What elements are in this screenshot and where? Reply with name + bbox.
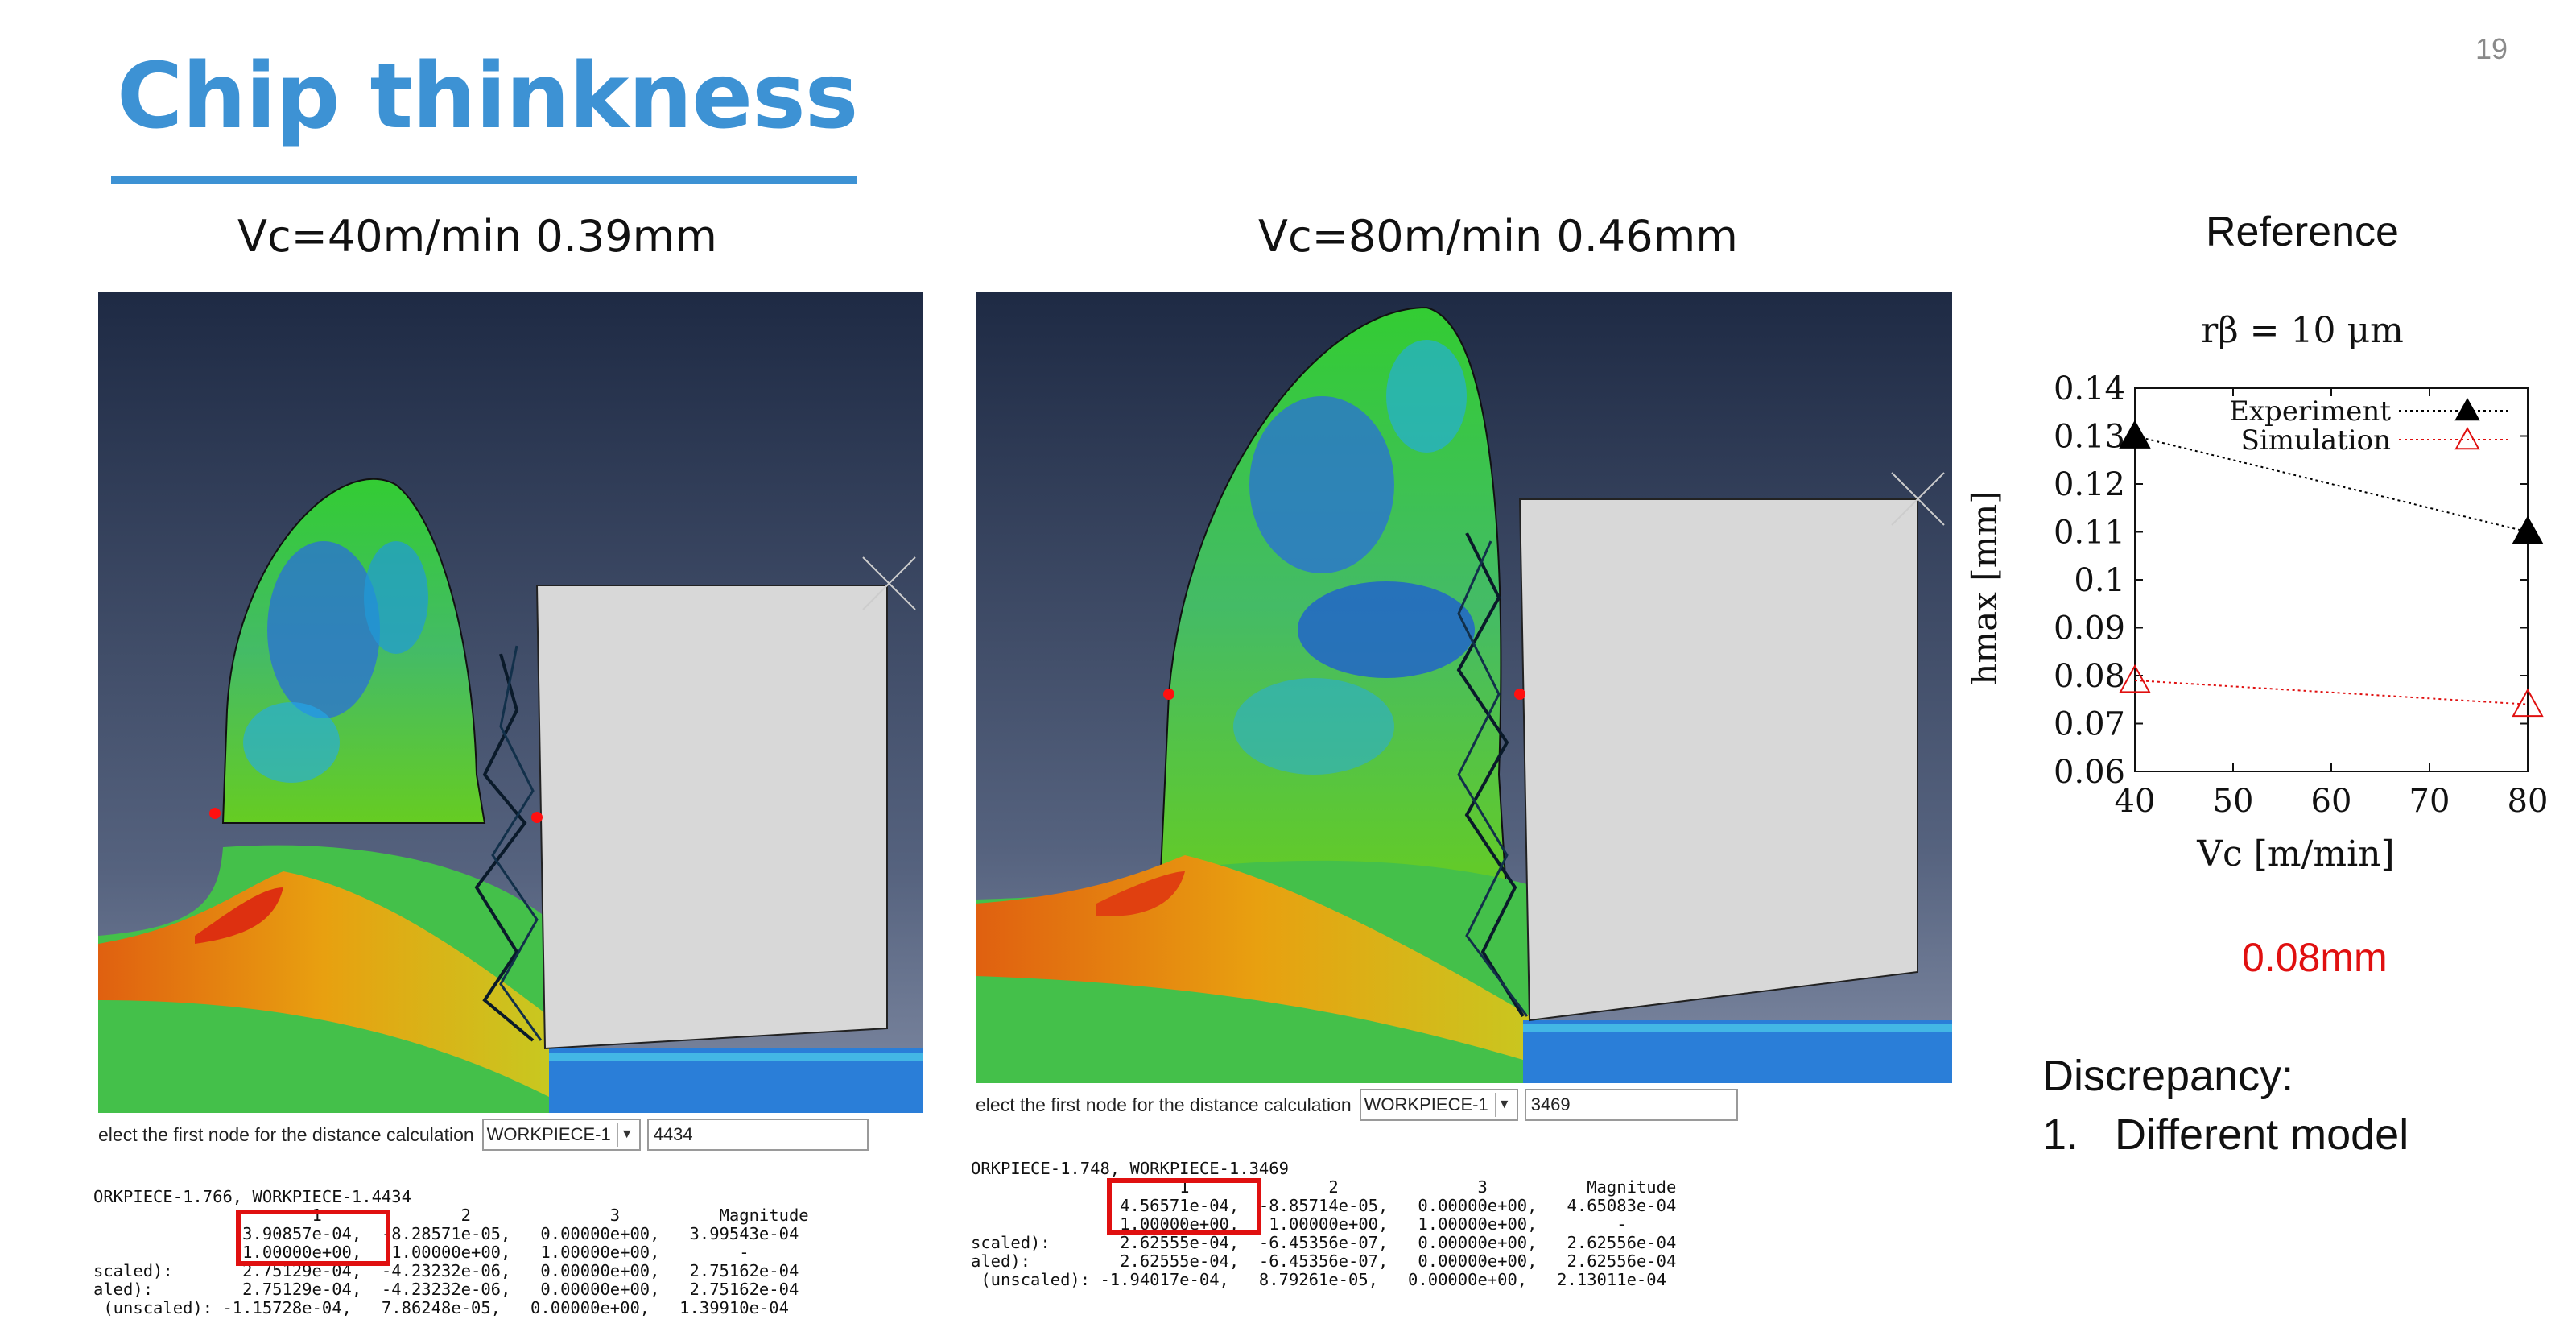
node-input[interactable]: 3469 [1524, 1089, 1738, 1121]
distance-prompt-label: elect the first node for the distance ca… [976, 1094, 1352, 1115]
legend-label-simulation: Simulation [2241, 424, 2391, 457]
data-point-experiment [2119, 420, 2151, 449]
console-line: ORKPIECE-1.748, WORKPIECE-1.3469 [971, 1159, 1289, 1178]
series-line-simulation [2134, 679, 2529, 705]
reference-value: 0.08mm [2242, 935, 2388, 980]
y-tick-label: 0.14 [2054, 370, 2125, 407]
x-tick-label: 80 [2508, 783, 2549, 820]
title-underline [111, 176, 857, 184]
panel-1-console: ORKPIECE-1.766, WORKPIECE-1.4434 1 2 3 M… [93, 1188, 809, 1317]
data-point-simulation [2119, 664, 2151, 693]
console-line: (unscaled): -1.94017e-04, 8.79261e-05, 0… [971, 1270, 1666, 1289]
distance-prompt-label: elect the first node for the distance ca… [98, 1123, 474, 1145]
part-select-value: WORKPIECE-1 [1364, 1094, 1488, 1115]
x-axis-label: Vc [m/min] [2196, 833, 2394, 875]
simulation-image-80 [976, 292, 1952, 1083]
console-line: ORKPIECE-1.766, WORKPIECE-1.4434 [93, 1187, 411, 1206]
console-line: aled): 2.75129e-04, -4.23232e-06, 0.0000… [93, 1280, 799, 1299]
data-point-experiment [2512, 515, 2544, 544]
x-tick-label: 40 [2115, 783, 2156, 820]
simulation-image-40 [98, 292, 923, 1113]
reference-label: Reference [2206, 209, 2399, 255]
data-point-simulation [2512, 688, 2544, 718]
x-tick-label: 60 [2311, 783, 2352, 820]
console-line: 1 2 3 Magnitude [93, 1206, 809, 1225]
highlight-box [1107, 1178, 1261, 1235]
discrepancy-item: 1. Different model [2042, 1110, 2409, 1160]
x-tick-label: 70 [2409, 783, 2450, 820]
legend-marker-simulation [2454, 426, 2480, 450]
y-tick-label: 0.12 [2054, 466, 2125, 503]
y-tick-label: 0.11 [2054, 515, 2125, 552]
console-line: 3.90857e-04, -8.28571e-05, 0.00000e+00, … [93, 1224, 799, 1243]
panel-1-toolbar: elect the first node for the distance ca… [98, 1117, 923, 1152]
discrepancy-item-number: 1. [2042, 1110, 2079, 1159]
console-line: 1 2 3 Magnitude [971, 1177, 1677, 1197]
reference-chart: rβ = 10 μm 0.06 0.07 0.08 0.09 0.1 0.11 0.12 0.… [1964, 298, 2576, 910]
panel-2-console: ORKPIECE-1.748, WORKPIECE-1.3469 1 2 3 M… [971, 1160, 1676, 1289]
node-input-value: 3469 [1530, 1094, 1571, 1115]
node-input[interactable]: 4434 [646, 1119, 869, 1151]
page-number: 19 [2475, 32, 2508, 65]
y-axis-label: hmax [mm] [1965, 490, 2004, 684]
y-tick-label: 0.08 [2054, 658, 2125, 695]
legend-label-experiment: Experiment [2229, 395, 2391, 428]
console-line: scaled): 2.75129e-04, -4.23232e-06, 0.00… [93, 1261, 799, 1280]
chart-title: rβ = 10 μm [2201, 310, 2404, 351]
chart-svg: rβ = 10 μm 0.06 0.07 0.08 0.09 0.1 0.11 0.12 0.… [1965, 310, 2549, 875]
y-tick-label: 0.13 [2054, 419, 2125, 456]
y-tick-label: 0.06 [2054, 754, 2125, 791]
highlight-box [236, 1210, 390, 1266]
legend-marker-experiment [2454, 397, 2480, 421]
part-select[interactable]: WORKPIECE-1 ▼ [481, 1119, 641, 1151]
y-tick-label: 0.09 [2054, 610, 2125, 647]
console-line: 1.00000e+00, 1.00000e+00, 1.00000e+00, - [93, 1243, 749, 1262]
console-line: scaled): 2.62555e-04, -6.45356e-07, 0.00… [971, 1233, 1677, 1252]
panel-2-toolbar: elect the first node for the distance ca… [976, 1087, 1952, 1123]
chevron-down-icon[interactable]: ▼ [1494, 1093, 1513, 1117]
part-select-value: WORKPIECE-1 [486, 1124, 611, 1144]
console-line: aled): 2.62555e-04, -6.45356e-07, 0.0000… [971, 1251, 1677, 1271]
console-line: (unscaled): -1.15728e-04, 7.86248e-05, 0… [93, 1298, 789, 1317]
discrepancy-title: Discrepancy: [2042, 1052, 2294, 1100]
chevron-down-icon[interactable]: ▼ [617, 1123, 636, 1147]
console-line: 1.00000e+00, 1.00000e+00, 1.00000e+00, - [971, 1214, 1627, 1234]
part-select[interactable]: WORKPIECE-1 ▼ [1359, 1089, 1518, 1121]
node-input-value: 4434 [653, 1124, 693, 1144]
y-tick-label: 0.07 [2054, 706, 2125, 743]
slide-title: Chip thinkness [117, 44, 858, 149]
discrepancy-item-text: Different model [2115, 1110, 2409, 1159]
x-tick-label: 50 [2213, 783, 2254, 820]
panel-1-caption: Vc=40m/min 0.39mm [237, 211, 717, 262]
console-line: 4.56571e-04, -8.85714e-05, 0.00000e+00, … [971, 1196, 1677, 1215]
y-tick-label: 0.1 [2074, 562, 2125, 599]
panel-2-caption: Vc=80m/min 0.46mm [1258, 211, 1738, 262]
